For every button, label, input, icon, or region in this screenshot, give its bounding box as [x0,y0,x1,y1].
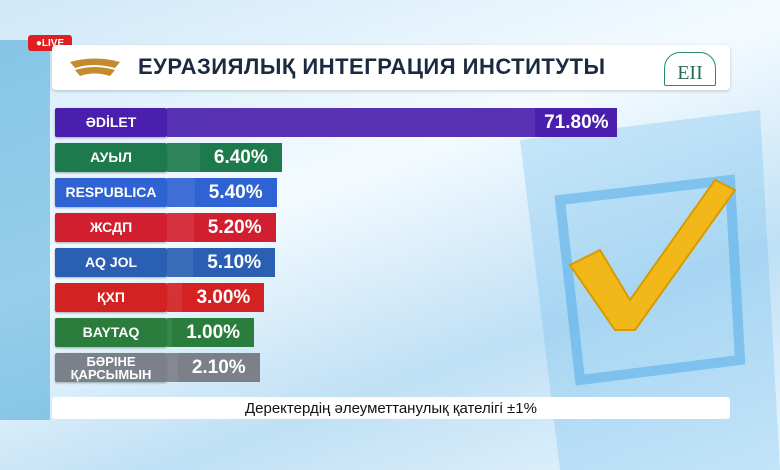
glass-box [554,174,746,386]
value-label: 5.10% [193,248,276,277]
value-label: 6.40% [199,143,282,172]
footnote: Деректердің әлеуметтанулық қателігі ±1% [52,397,730,419]
value-label: 5.20% [193,213,276,242]
bar [167,178,195,207]
category-label: RESPUBLICA [55,178,167,207]
category-label: BAYTAQ [55,318,167,347]
bar [167,353,178,382]
logo-right: ЕІІ [664,52,716,86]
bar [167,213,194,242]
chart-title: ЕУРАЗИЯЛЫҚ ИНТЕГРАЦИЯ ИНСТИТУТЫ [138,54,606,79]
category-label: ҚХП [55,283,167,312]
value-label: 71.80% [535,108,618,137]
bar [167,108,536,137]
category-label: AQ JOL [55,248,167,277]
bar [167,248,194,277]
category-label: ӘDİLET [55,108,167,137]
logo-shape [70,58,120,76]
value-label: 1.00% [172,318,255,347]
category-label: АУЫЛ [55,143,167,172]
checkmark [568,178,737,331]
live-text: LIVE [41,37,65,49]
value-label: 5.40% [194,178,277,207]
category-label: БӘРІНЕ ҚАРСЫМЫН [55,353,167,382]
bar [167,318,173,347]
value-label: 2.10% [177,353,260,382]
flag-stripe [0,40,50,420]
title-bar [52,45,730,90]
category-label: ЖСДП [55,213,167,242]
bar [167,143,200,172]
value-label: 3.00% [182,283,265,312]
bar [167,283,183,312]
